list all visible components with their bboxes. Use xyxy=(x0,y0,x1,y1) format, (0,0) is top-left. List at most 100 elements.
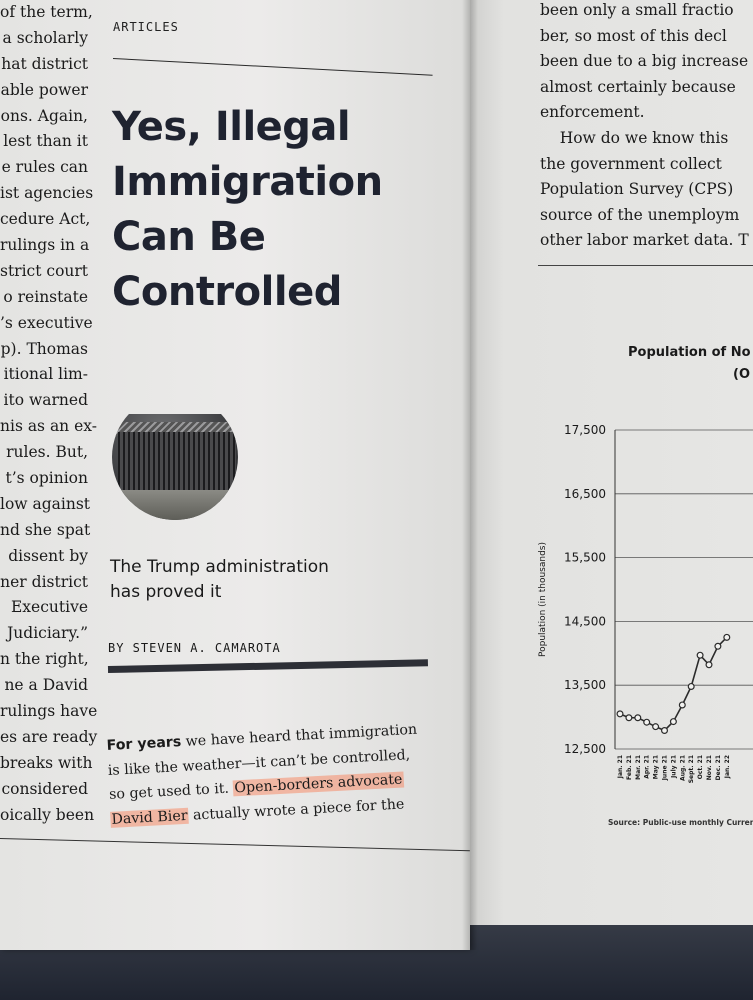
text-line: oically been xyxy=(0,805,95,824)
data-point xyxy=(669,718,677,726)
headline-line: Yes, Illegal xyxy=(112,104,351,150)
text-line: ber, so most of this decl xyxy=(540,26,727,45)
right-divider xyxy=(538,265,753,266)
text-line: cedure Act, xyxy=(0,210,91,229)
deck: The Trump administration has proved it xyxy=(110,555,390,605)
text-line: n the right, xyxy=(0,650,89,669)
x-tick-label: Mar. 21 xyxy=(635,755,642,780)
highlighted-text: David Bier xyxy=(110,807,189,828)
x-tick-label: Dec. 21 xyxy=(715,755,722,780)
text-line: low against xyxy=(0,494,91,513)
y-tick-label: 13,500 xyxy=(564,678,606,692)
text-line: rulings have xyxy=(0,702,98,721)
chart-subtitle: (O xyxy=(733,367,750,382)
text-line: rules. But, xyxy=(6,443,88,462)
text-line: e rules can xyxy=(1,158,88,177)
text-line: rulings in a xyxy=(0,236,90,255)
text-line: itional lim- xyxy=(3,365,88,384)
data-point xyxy=(661,726,669,734)
text-line: strict court xyxy=(0,261,89,280)
x-tick-label: June 21 xyxy=(662,755,669,781)
text-line: ist agencies xyxy=(0,184,94,203)
data-point xyxy=(696,651,704,659)
headline-line: Can Be xyxy=(112,214,266,260)
y-tick-label: 17,500 xyxy=(564,423,606,437)
byline: BY STEVEN A. CAMAROTA xyxy=(108,641,281,655)
text-line: hat district xyxy=(1,54,88,73)
right-column-text: been only a small fractio ber, so most o… xyxy=(540,0,753,254)
data-point xyxy=(643,718,651,726)
data-point xyxy=(678,701,686,709)
x-tick-label: July 21 xyxy=(670,755,677,779)
text-line: ons. Again, xyxy=(0,106,88,125)
headline: Yes, Illegal Immigration Can Be Controll… xyxy=(112,100,412,320)
bottom-divider xyxy=(0,838,470,852)
data-point xyxy=(687,682,695,690)
y-tick-label: 12,500 xyxy=(564,742,606,756)
lead-in: For years xyxy=(106,734,182,754)
text-line: been only a small fractio xyxy=(540,1,734,19)
text-line: o reinstate xyxy=(3,287,88,306)
text-line: lest than it xyxy=(3,132,88,151)
text-line: almost certainly because xyxy=(540,77,736,96)
text-line: nd she spat xyxy=(0,520,91,539)
deck-line: The Trump administration xyxy=(110,557,329,577)
text-line: t’s opinion xyxy=(5,469,88,488)
y-axis-label: Population (in thousands) xyxy=(538,542,548,657)
divider xyxy=(112,58,433,76)
x-tick-label: Nov. 21 xyxy=(706,755,713,780)
section-label: ARTICLES xyxy=(113,20,179,34)
thick-divider xyxy=(107,659,429,673)
text-line: the government collect xyxy=(540,154,722,173)
right-page xyxy=(470,0,753,925)
data-point xyxy=(634,714,642,722)
text-line: ne a David xyxy=(4,676,88,695)
x-tick-label: Jan. 22 xyxy=(724,755,731,779)
x-tick-label: Sept. 21 xyxy=(688,755,695,783)
text-line: enforcement. xyxy=(540,103,645,122)
text-line: ito warned xyxy=(3,391,88,410)
text-line: ’s executive xyxy=(0,313,93,332)
y-tick-label: 14,500 xyxy=(564,614,606,628)
highlighted-text: Open-borders advocate xyxy=(233,771,404,797)
text-line: How do we know this xyxy=(540,128,729,147)
data-point xyxy=(705,661,713,669)
photo-circle xyxy=(112,414,238,520)
previous-article-column: of the term, a scholarly hat district ab… xyxy=(0,0,98,829)
text-line: source of the unemploym xyxy=(540,205,740,224)
headline-line: Immigration xyxy=(112,159,383,205)
text-line: a scholarly xyxy=(2,28,88,47)
text-line: dissent by xyxy=(8,546,88,565)
x-tick-label: Apr. 21 xyxy=(644,755,651,779)
data-point xyxy=(723,633,731,641)
text-line: es are ready xyxy=(0,727,98,746)
x-tick-label: Aug. 21 xyxy=(679,755,686,781)
ground xyxy=(112,490,238,520)
x-tick-label: May 21 xyxy=(653,755,660,779)
text-line: nis as an ex- xyxy=(0,417,97,436)
border-wall-photo xyxy=(112,414,238,520)
text-line: ner district xyxy=(0,572,88,591)
x-tick-label: Jan. 21 xyxy=(617,755,624,779)
population-chart: 17,500 16,500 15,500 14,500 13,500 12,500 Popu… xyxy=(538,423,753,783)
chart-title: Population of No xyxy=(628,345,751,360)
data-point xyxy=(652,723,660,731)
text-line: Judiciary.” xyxy=(7,624,88,643)
intro-text: so get used to it. xyxy=(108,780,234,803)
text-line: other labor market data. T xyxy=(540,231,749,250)
y-tick-label: 15,500 xyxy=(564,551,606,565)
data-point xyxy=(625,714,633,722)
text-line: p). Thomas xyxy=(0,339,88,358)
data-point xyxy=(714,642,722,650)
text-line: Executive xyxy=(10,598,88,617)
article-intro: For years we have heard that immigration… xyxy=(106,716,451,832)
data-point xyxy=(616,710,624,718)
text-line: of the term, xyxy=(0,3,93,21)
text-line: considered xyxy=(1,779,88,798)
x-tick-label: Oct. 21 xyxy=(697,755,704,779)
y-tick-label: 16,500 xyxy=(564,487,606,501)
headline-line: Controlled xyxy=(112,269,342,315)
magazine-spine xyxy=(462,0,478,950)
left-page: of the term, a scholarly hat district ab… xyxy=(0,0,470,950)
chart-source: Source: Public-use monthly Curren xyxy=(608,818,753,827)
